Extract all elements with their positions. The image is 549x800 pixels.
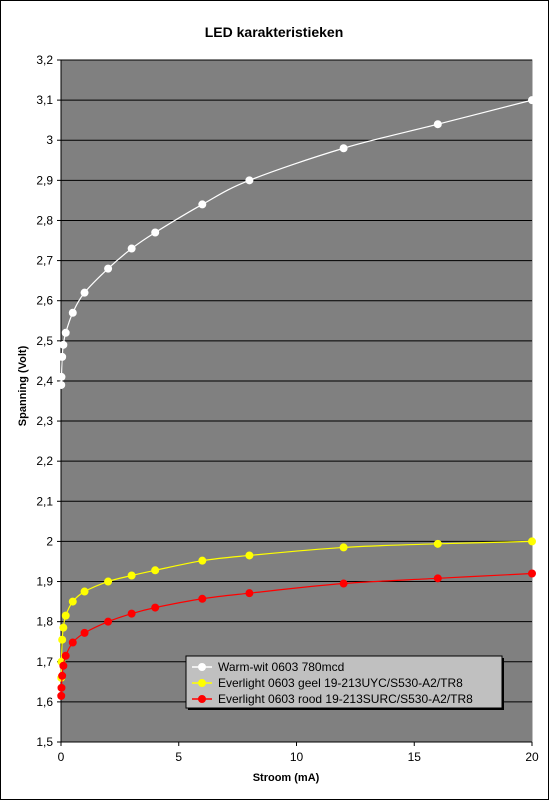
data-point bbox=[59, 623, 68, 632]
data-point bbox=[339, 579, 348, 588]
x-axis-label: Stroom (mA) bbox=[253, 772, 320, 784]
data-point bbox=[61, 611, 70, 620]
data-point bbox=[151, 228, 160, 237]
data-point bbox=[57, 683, 66, 692]
data-point bbox=[58, 671, 67, 680]
x-tick-label: 0 bbox=[58, 750, 65, 764]
data-point bbox=[59, 661, 68, 670]
data-point bbox=[245, 551, 254, 560]
x-tick-label: 20 bbox=[525, 750, 539, 764]
legend: Warm-wit 0603 780mcd Everlight 0603 geel … bbox=[185, 655, 504, 710]
y-tick-label: 1,8 bbox=[36, 615, 53, 629]
y-tick-label: 1,9 bbox=[36, 575, 53, 589]
data-point bbox=[61, 328, 70, 337]
data-point bbox=[80, 288, 89, 297]
chart-title: LED karakteristieken bbox=[205, 24, 344, 40]
data-point bbox=[528, 96, 536, 105]
data-point bbox=[198, 594, 207, 603]
data-point bbox=[528, 537, 536, 546]
data-point bbox=[433, 120, 442, 129]
data-point bbox=[58, 352, 67, 361]
data-point bbox=[127, 609, 136, 618]
y-tick-label: 1,6 bbox=[36, 695, 53, 709]
data-point bbox=[58, 635, 67, 644]
data-point bbox=[57, 380, 66, 389]
data-point bbox=[528, 569, 536, 578]
legend-box bbox=[185, 655, 503, 709]
legend-entry-0: Warm-wit 0603 780mcd bbox=[218, 660, 344, 674]
y-axis-label: Spanning (Volt) bbox=[17, 345, 29, 426]
y-tick-label: 2,6 bbox=[36, 294, 53, 308]
y-tick-label: 2 bbox=[46, 534, 53, 548]
data-point bbox=[68, 597, 77, 606]
y-tick-label: 2,4 bbox=[36, 374, 53, 388]
data-point bbox=[245, 176, 254, 185]
legend-swatch-marker bbox=[198, 663, 206, 671]
data-point bbox=[80, 587, 89, 596]
data-point bbox=[57, 691, 66, 700]
y-tick-label: 2,2 bbox=[36, 454, 53, 468]
data-point bbox=[68, 638, 77, 647]
x-tick-label: 15 bbox=[408, 750, 422, 764]
data-point bbox=[339, 144, 348, 153]
data-point bbox=[57, 372, 66, 381]
data-point bbox=[104, 617, 113, 626]
legend-entry-1: Everlight 0603 geel 19-213UYC/S530-A2/TR… bbox=[218, 676, 463, 690]
data-point bbox=[127, 571, 136, 580]
y-tick-label: 2,7 bbox=[36, 254, 53, 268]
data-point bbox=[127, 244, 136, 253]
x-tick-label: 10 bbox=[290, 750, 304, 764]
y-tick-label: 1,7 bbox=[36, 655, 53, 669]
data-point bbox=[245, 589, 254, 598]
data-point bbox=[433, 574, 442, 583]
data-point bbox=[198, 556, 207, 565]
y-tick-label: 3,2 bbox=[36, 53, 53, 67]
y-tick-label: 1,5 bbox=[36, 735, 53, 749]
data-point bbox=[80, 628, 89, 637]
y-tick-label: 3,1 bbox=[36, 93, 53, 107]
legend-swatch-marker bbox=[198, 695, 206, 703]
y-tick-label: 2,8 bbox=[36, 213, 53, 227]
x-tick-label: 5 bbox=[175, 750, 182, 764]
data-point bbox=[433, 539, 442, 548]
data-point bbox=[151, 603, 160, 612]
data-point bbox=[104, 264, 113, 273]
data-point bbox=[59, 340, 68, 349]
y-tick-label: 2,3 bbox=[36, 414, 53, 428]
y-tick-label: 3 bbox=[46, 133, 53, 147]
plot-background bbox=[60, 59, 533, 743]
data-point bbox=[151, 566, 160, 575]
legend-swatch-marker bbox=[198, 679, 206, 687]
y-tick-label: 2,5 bbox=[36, 334, 53, 348]
y-tick-label: 2,9 bbox=[36, 173, 53, 187]
data-point bbox=[339, 543, 348, 552]
legend-entry-2: Everlight 0603 rood 19-213SURC/S530-A2/T… bbox=[218, 692, 473, 706]
data-point bbox=[61, 651, 70, 660]
data-point bbox=[68, 308, 77, 317]
data-point bbox=[198, 200, 207, 209]
data-point bbox=[104, 577, 113, 586]
y-tick-label: 2,1 bbox=[36, 494, 53, 508]
